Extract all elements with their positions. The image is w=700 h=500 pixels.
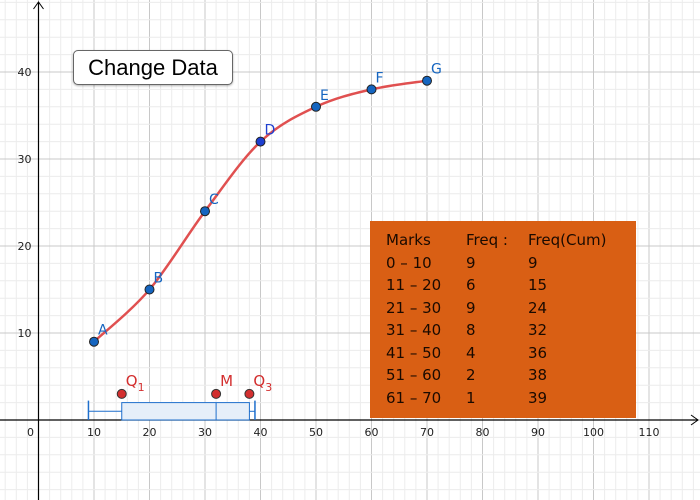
point-label: E [320, 88, 329, 104]
y-axis-arrow-icon [33, 1, 44, 10]
table-cell: 31 – 40 [386, 321, 442, 340]
quartile-point [211, 388, 222, 399]
table-row: 11 – 20 6 15 [386, 274, 606, 297]
table-cell: 11 – 20 [386, 276, 442, 295]
x-tick-label: 50 [309, 426, 323, 439]
table-cell: 4 [466, 343, 476, 362]
frequency-table: Marks Freq : Freq(Cum) 0 – 10 9 9 11 – 20 6 1… [370, 221, 636, 418]
table-cell: 61 – 70 [386, 388, 442, 407]
table-cell: 38 [528, 366, 548, 385]
quartile-subscript: 1 [138, 381, 145, 394]
box [121, 402, 250, 421]
table-row: 21 – 30 9 24 [386, 297, 606, 320]
header-freq: Freq : [466, 231, 508, 250]
x-axis-arrow-icon [690, 414, 699, 426]
x-tick-label: 60 [365, 426, 379, 439]
table-cell: 9 [466, 253, 476, 272]
x-tick-label: 20 [143, 426, 157, 439]
table-cell: 8 [466, 321, 476, 340]
quartile-name: Q [253, 372, 265, 390]
header-marks: Marks [386, 231, 431, 250]
table-cell: 39 [528, 388, 548, 407]
point-A [89, 336, 99, 347]
quartile-name: Q [126, 372, 138, 390]
table-cell: 6 [466, 276, 476, 295]
table-cell: 2 [466, 366, 476, 385]
table-cell: 32 [528, 321, 548, 340]
y-tick-label: 40 [18, 66, 32, 79]
table-cell: 9 [466, 298, 476, 317]
point-label: A [98, 323, 108, 339]
table-row: 41 – 50 4 36 [386, 342, 606, 365]
table-cell: 1 [466, 388, 476, 407]
point-label: G [431, 62, 442, 78]
header-cum-freq: Freq(Cum) [528, 231, 607, 250]
point-D [255, 136, 266, 147]
x-tick-label: 70 [420, 426, 434, 439]
x-tick-label: 90 [531, 426, 545, 439]
table-cell: 51 – 60 [386, 366, 442, 385]
point-label: F [376, 70, 384, 86]
point-label: B [154, 271, 164, 287]
y-tick-label: 30 [18, 153, 32, 166]
table-cell: 36 [528, 343, 548, 362]
table-header: Marks Freq : Freq(Cum) [386, 229, 606, 252]
table-row: 31 – 40 8 32 [386, 319, 606, 342]
table-cell: 0 – 10 [386, 253, 432, 272]
y-tick-label: 10 [18, 327, 32, 340]
quartile-point [116, 388, 127, 399]
table-cell: 15 [528, 276, 548, 295]
x-tick-label: 0 [27, 426, 34, 439]
table-row: 51 – 60 2 38 [386, 364, 606, 387]
quartile-subscript: 3 [265, 381, 272, 394]
quartile-label: M [220, 372, 233, 390]
x-tick-label: 30 [198, 426, 212, 439]
point-B [144, 284, 155, 295]
table-cell: 24 [528, 298, 548, 317]
quartile-label: Q1 [126, 372, 145, 394]
table-row: 61 – 70 1 39 [386, 387, 606, 410]
x-tick-label: 40 [254, 426, 268, 439]
x-tick-label: 10 [87, 426, 101, 439]
quartile-label: Q3 [253, 372, 272, 394]
change-data-button[interactable]: Change Data [73, 50, 233, 85]
table-cell: 21 – 30 [386, 298, 442, 317]
y-tick-label: 20 [18, 240, 32, 253]
table-row: 0 – 10 9 9 [386, 252, 606, 275]
point-label: C [209, 192, 219, 208]
point-F [366, 84, 377, 95]
quartile-point [244, 388, 255, 399]
quartile-name: M [220, 372, 233, 390]
point-label: D [265, 123, 276, 139]
point-G [422, 75, 432, 86]
table-cell: 9 [528, 253, 538, 272]
x-tick-label: 110 [639, 426, 660, 439]
table-cell: 41 – 50 [386, 343, 442, 362]
x-tick-label: 80 [476, 426, 490, 439]
point-E [311, 101, 321, 112]
point-C [200, 206, 210, 217]
x-tick-label: 100 [583, 426, 604, 439]
